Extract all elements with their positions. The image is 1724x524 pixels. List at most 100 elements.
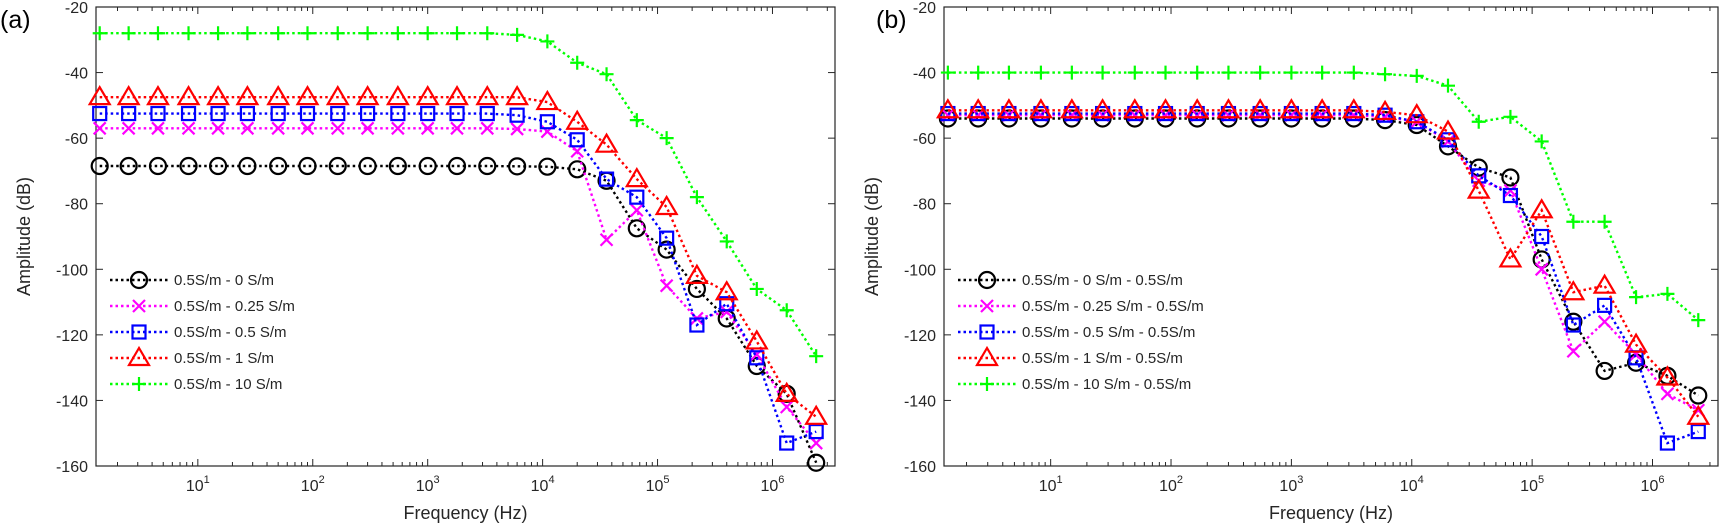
data-point bbox=[1185, 98, 1210, 119]
data-point bbox=[1344, 109, 1363, 128]
data-point bbox=[1253, 65, 1268, 80]
data-point bbox=[779, 303, 794, 318]
data-point bbox=[1471, 114, 1486, 129]
data-point bbox=[1095, 65, 1110, 80]
legend-marker bbox=[975, 345, 999, 367]
series-1 bbox=[941, 108, 1706, 418]
data-point bbox=[1315, 65, 1330, 80]
data-point bbox=[966, 98, 991, 119]
data-point bbox=[935, 98, 960, 119]
series-4 bbox=[940, 65, 1706, 328]
data-point bbox=[475, 84, 500, 106]
data-point bbox=[809, 349, 824, 364]
data-point bbox=[92, 105, 108, 122]
y-tick-label: -100 bbox=[56, 262, 88, 279]
panel-label: (b) bbox=[876, 6, 907, 34]
data-point bbox=[749, 281, 764, 296]
data-point bbox=[1064, 105, 1080, 122]
data-point bbox=[1127, 105, 1143, 122]
data-point bbox=[508, 157, 527, 176]
data-point bbox=[420, 26, 435, 41]
series-line bbox=[947, 112, 1699, 445]
data-point bbox=[359, 105, 376, 122]
data-point bbox=[181, 26, 196, 41]
series-line bbox=[947, 109, 1700, 418]
y-axis-label: Amplitude (dB) bbox=[14, 177, 34, 296]
series-line bbox=[99, 112, 817, 445]
data-point bbox=[418, 156, 437, 176]
x-tick-label: 106 bbox=[761, 474, 785, 495]
data-point bbox=[594, 132, 619, 153]
data-point bbox=[657, 240, 676, 259]
data-point bbox=[807, 453, 826, 472]
data-point bbox=[624, 166, 649, 188]
data-point bbox=[1501, 168, 1520, 187]
data-point bbox=[1440, 132, 1456, 148]
legend-marker bbox=[979, 324, 995, 340]
data-point bbox=[480, 26, 495, 41]
series-3 bbox=[87, 84, 829, 425]
x-tick-label: 105 bbox=[1520, 474, 1544, 495]
data-point bbox=[1248, 98, 1273, 119]
data-point bbox=[1597, 297, 1613, 313]
data-point bbox=[1033, 105, 1049, 122]
data-point bbox=[1033, 65, 1048, 80]
data-point bbox=[1409, 68, 1424, 83]
series-0 bbox=[938, 109, 1708, 405]
y-tick-label: -120 bbox=[904, 328, 936, 345]
data-point bbox=[1436, 119, 1460, 140]
data-point bbox=[689, 317, 705, 333]
data-point bbox=[1686, 404, 1711, 425]
data-point bbox=[808, 423, 824, 440]
data-point bbox=[804, 404, 829, 425]
legend-label: 0.5S/m - 10 S/m - 0.5S/m bbox=[1022, 376, 1191, 393]
x-tick-label: 103 bbox=[1279, 474, 1303, 495]
legend-label: 0.5S/m - 0.25 S/m bbox=[174, 298, 295, 315]
data-point bbox=[687, 279, 706, 299]
y-tick-label: -60 bbox=[913, 131, 936, 148]
data-point bbox=[570, 55, 585, 70]
data-point bbox=[295, 84, 320, 106]
legend-marker bbox=[980, 299, 994, 313]
data-point bbox=[90, 156, 109, 176]
data-point bbox=[330, 105, 346, 122]
data-point bbox=[510, 122, 524, 136]
data-point bbox=[121, 121, 136, 136]
data-point bbox=[540, 34, 555, 49]
data-point bbox=[1153, 98, 1178, 119]
x-tick-label: 105 bbox=[646, 474, 670, 495]
data-point bbox=[1314, 105, 1330, 122]
data-point bbox=[450, 121, 464, 136]
data-point bbox=[1689, 386, 1708, 405]
data-point bbox=[1341, 98, 1366, 119]
data-point bbox=[358, 156, 377, 176]
chart-panel-a: (a) -160 -140 -120 -100 -80 -60 -40 -20 101 102 103… bbox=[0, 0, 836, 523]
data-point bbox=[1216, 98, 1241, 119]
data-point bbox=[774, 381, 799, 402]
legend: 0.5S/m - 0 S/m - 0.5S/m 0.5S/m - 0.25 S/m… bbox=[958, 270, 1204, 393]
x-axis-label: Frequency (Hz) bbox=[403, 503, 527, 523]
plot-area-frame bbox=[943, 6, 1719, 467]
data-point bbox=[240, 121, 255, 136]
data-point bbox=[599, 233, 614, 247]
data-point bbox=[568, 160, 587, 179]
data-point bbox=[1284, 65, 1299, 80]
data-point bbox=[179, 156, 198, 176]
data-point bbox=[1592, 273, 1617, 294]
legend-marker bbox=[132, 299, 146, 313]
data-point bbox=[971, 65, 986, 80]
data-point bbox=[1221, 65, 1236, 80]
data-point bbox=[1466, 178, 1491, 199]
data-point bbox=[355, 84, 380, 106]
data-point bbox=[1597, 314, 1612, 329]
data-point bbox=[92, 121, 107, 136]
data-point bbox=[360, 121, 375, 136]
data-point bbox=[390, 26, 405, 41]
data-point bbox=[599, 67, 614, 82]
data-point bbox=[505, 84, 530, 106]
series-2 bbox=[940, 105, 1706, 451]
legend-label: 0.5S/m - 1 S/m - 0.5S/m bbox=[1022, 350, 1183, 367]
data-point bbox=[480, 121, 495, 136]
legend-label: 0.5S/m - 0 S/m - 0.5S/m bbox=[1022, 272, 1183, 289]
series-line bbox=[947, 117, 1699, 397]
